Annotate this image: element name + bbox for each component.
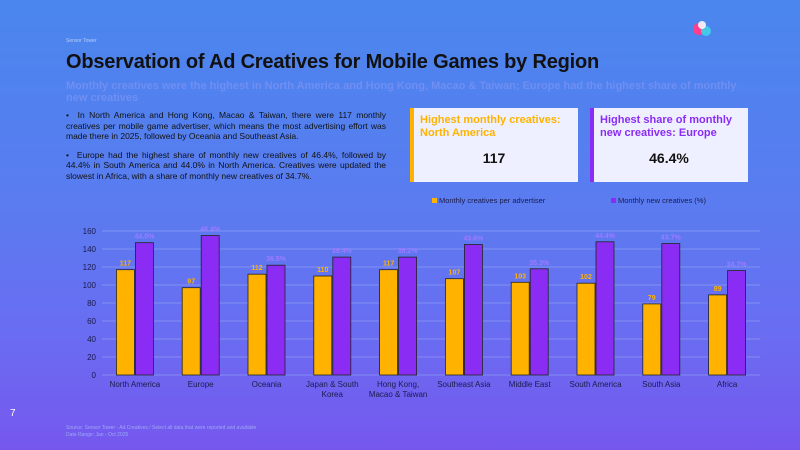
data-label: 103 <box>514 273 526 280</box>
x-tick-label: South America <box>569 380 622 389</box>
legend-label: Monthly creatives per advertiser <box>439 196 546 205</box>
bar <box>379 269 399 376</box>
y-tick-label: 160 <box>83 227 97 236</box>
data-label: 39.2% <box>398 248 419 255</box>
bullet-item: • Europe had the highest share of monthl… <box>66 149 387 181</box>
data-label: 79 <box>648 295 656 302</box>
bar <box>116 269 135 376</box>
x-tick-label: Hong Kong, <box>377 380 419 389</box>
y-tick-label: 120 <box>83 263 97 272</box>
data-label: 43.6% <box>463 236 484 243</box>
data-label: 117 <box>120 261 131 268</box>
brand-logo-icon <box>693 21 711 36</box>
bullet-item: • In North America and Hong Kong, Macao … <box>66 110 387 141</box>
x-tick-label: Oceania <box>252 380 282 389</box>
bullet-text: In North America and Hong Kong, Macao & … <box>66 110 387 141</box>
y-tick-label: 20 <box>87 353 96 362</box>
data-label: 117 <box>383 261 394 268</box>
x-tick-label: Europe <box>188 380 214 389</box>
footer-text: Source: Sensor Tower - Ad Creatives / Se… <box>66 425 257 438</box>
card-title: Highest share of monthly new creatives: … <box>600 114 733 139</box>
bar <box>463 244 483 376</box>
data-label: 36.5% <box>266 256 287 263</box>
x-tick-label: North America <box>110 380 161 389</box>
data-label: 44.0% <box>134 234 155 241</box>
bar <box>642 303 662 376</box>
data-label: 107 <box>449 270 461 277</box>
page-title: Observation of Ad Creatives for Mobile G… <box>66 51 600 73</box>
x-tick-label: Japan & South <box>306 380 358 389</box>
bar <box>266 264 286 376</box>
bar <box>444 278 464 376</box>
highlight-card-monthly-creatives: Highest monthly creatives: North America… <box>410 108 578 182</box>
card-accent <box>410 108 414 182</box>
bar <box>134 242 154 376</box>
bar <box>576 282 596 376</box>
data-label: 112 <box>251 265 262 272</box>
card-accent <box>590 108 594 182</box>
x-tick-label: Middle East <box>509 380 552 389</box>
y-tick-label: 100 <box>83 281 97 290</box>
bar <box>200 235 220 376</box>
bar <box>398 256 418 376</box>
data-label: 89 <box>714 286 722 293</box>
bar <box>247 273 267 376</box>
y-tick-label: 40 <box>87 335 96 344</box>
bar <box>727 270 746 376</box>
bar <box>661 243 681 376</box>
card-value: 46.4% <box>649 150 689 166</box>
data-label: 110 <box>317 267 328 274</box>
x-tick-label: Southeast Asia <box>437 380 491 389</box>
bar <box>595 241 615 376</box>
data-label: 43.7% <box>661 235 682 242</box>
bar <box>313 275 333 376</box>
logo-text: Sensor Tower <box>66 38 97 44</box>
y-tick-label: 80 <box>87 299 96 308</box>
data-label: 97 <box>187 279 195 286</box>
x-tick-label: Macao & Taiwan <box>369 390 428 399</box>
legend-swatch <box>611 198 616 203</box>
page-number: 7 <box>10 408 16 419</box>
x-tick-label: Korea <box>322 390 344 399</box>
data-label: 44.4% <box>595 233 616 240</box>
data-label: 102 <box>580 274 592 281</box>
bullet-list: • In North America and Hong Kong, Macao … <box>66 110 386 189</box>
bar <box>529 268 549 376</box>
legend-label: Monthly new creatives (%) <box>618 196 706 205</box>
x-tick-label: South Asia <box>642 380 681 389</box>
footer-source: Source: Sensor Tower - Ad Creatives / Se… <box>66 425 256 439</box>
bar <box>708 294 727 376</box>
bar <box>332 256 352 376</box>
highlight-card-new-creatives: Highest share of monthly new creatives: … <box>590 108 748 182</box>
y-tick-label: 140 <box>83 245 97 254</box>
bullet-text: Europe had the highest share of monthly … <box>66 149 387 181</box>
legend-swatch <box>432 198 437 203</box>
data-label: 34.7% <box>727 262 748 269</box>
bar <box>510 281 530 376</box>
data-label: 39.4% <box>332 248 353 255</box>
x-tick-label: Africa <box>717 380 738 389</box>
y-tick-label: 60 <box>87 317 96 326</box>
y-tick-label: 0 <box>92 371 97 380</box>
page-subtitle: Monthly creatives were the highest in No… <box>66 80 737 104</box>
data-label: 46.4% <box>200 227 221 234</box>
card-value: 117 <box>482 150 506 166</box>
card-title: Highest monthly creatives: North America <box>420 114 561 139</box>
data-label: 35.3% <box>529 260 550 267</box>
bar <box>181 287 201 376</box>
